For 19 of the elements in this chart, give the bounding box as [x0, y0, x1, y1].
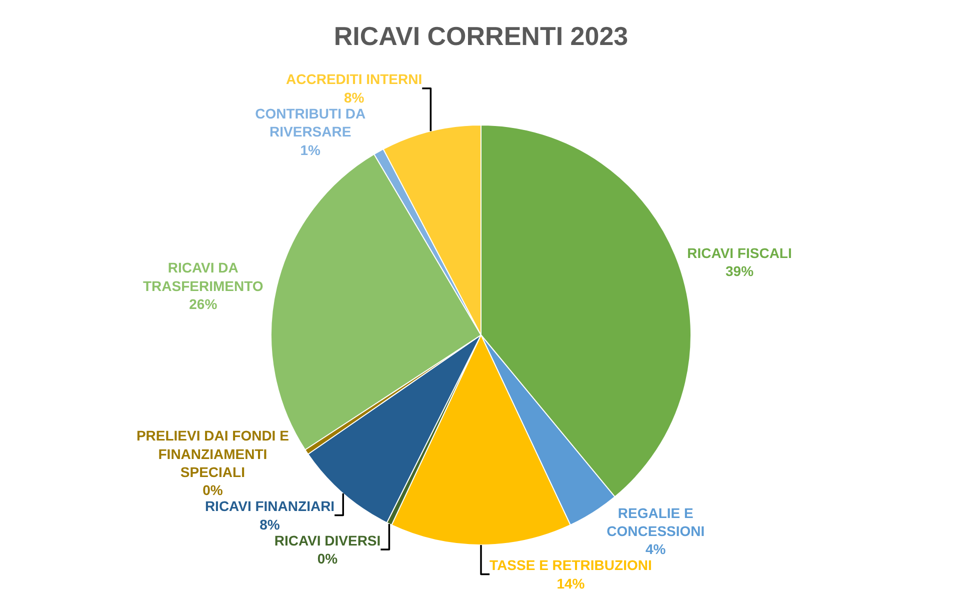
- data-label: 0%: [317, 550, 338, 567]
- data-label: 39%: [725, 263, 754, 280]
- data-label: 0%: [202, 482, 224, 498]
- slice-label: CONTRIBUTI DA RIVERSARE: [255, 105, 366, 140]
- slice-label: PRELIEVI DAI FONDI E FINANZIAMENTI SPECIALI: [136, 428, 289, 480]
- data-label: 4%: [646, 541, 666, 558]
- slice-label: RICAVI DIVERSI: [274, 532, 381, 548]
- data-label: 8%: [260, 516, 280, 532]
- data-label: 14%: [556, 575, 586, 592]
- slice-label: ACCREDITI INTERNI: [286, 71, 422, 88]
- data-label: 26%: [189, 296, 218, 312]
- slice-label: RICAVI FISCALI: [687, 244, 792, 261]
- data-label: 1%: [300, 142, 322, 158]
- slice-label: REGALIE E CONCESSIONI: [606, 504, 705, 539]
- slice-label: RICAVI DA TRASFERIMENTO: [142, 260, 264, 294]
- data-label: 8%: [344, 89, 365, 106]
- slice-label: TASSE E RETRIBUZIONI: [490, 557, 652, 574]
- slice-label: RICAVI FINANZIARI: [204, 498, 335, 514]
- chart-title: RICAVI CORRENTI 2023: [334, 21, 628, 52]
